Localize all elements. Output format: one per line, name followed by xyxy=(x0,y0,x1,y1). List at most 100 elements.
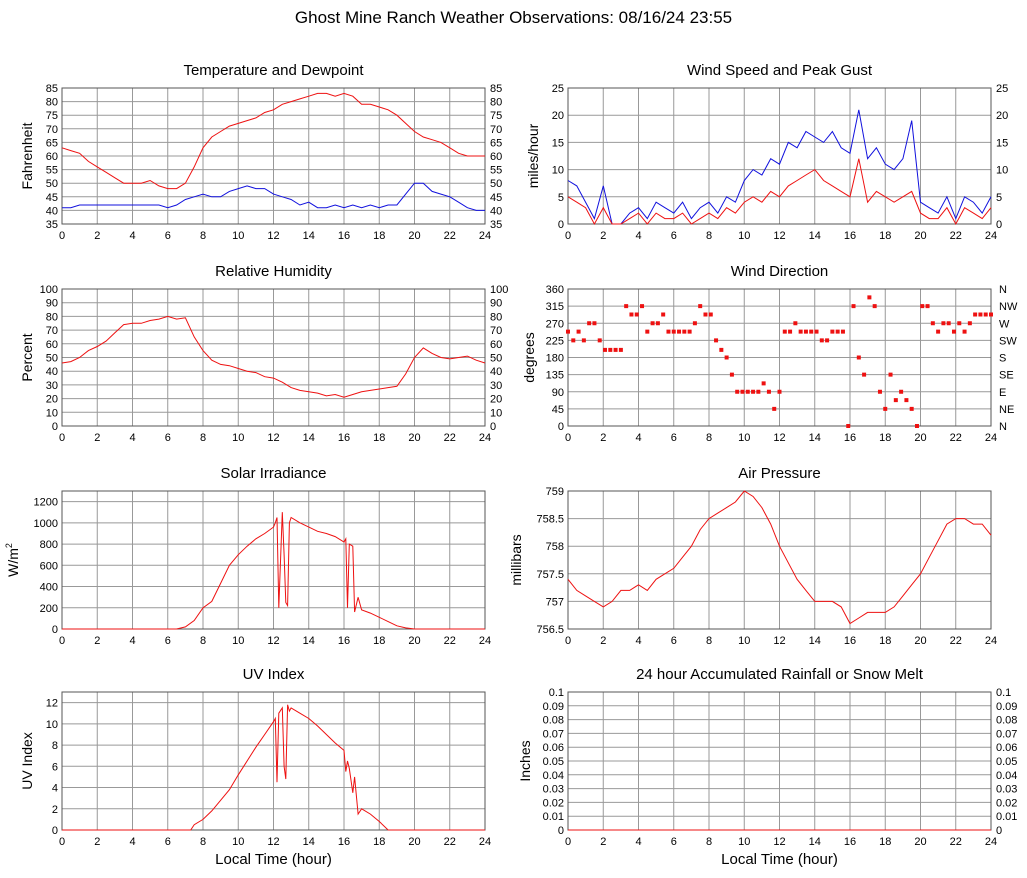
data-point xyxy=(640,304,645,309)
x-tick-label: 2 xyxy=(94,432,100,444)
data-point xyxy=(682,329,687,334)
data-point xyxy=(930,321,935,326)
x-tick-label: 6 xyxy=(671,230,677,242)
x-tick-label: 8 xyxy=(706,230,712,242)
x-tick-label: 22 xyxy=(444,836,456,848)
x-tick-label: 22 xyxy=(950,635,962,647)
data-point xyxy=(692,321,697,326)
compass-label: N xyxy=(999,284,1007,296)
y-tick-label-right: 15 xyxy=(996,137,1008,149)
x-tick-label: 10 xyxy=(232,432,244,444)
x-tick-label: 10 xyxy=(738,836,750,848)
data-point xyxy=(809,329,814,334)
data-point xyxy=(925,304,930,309)
y-tick-label: 15 xyxy=(552,137,564,149)
y-tick-label-right: 0.09 xyxy=(996,701,1017,713)
y-tick-label: 90 xyxy=(46,298,58,310)
x-tick-label: 6 xyxy=(671,635,677,647)
x-tick-label: 2 xyxy=(94,836,100,848)
x-tick-label: 4 xyxy=(635,230,641,242)
x-tick-label: 22 xyxy=(444,635,456,647)
x-tick-label: 22 xyxy=(444,432,456,444)
x-tick-label: 12 xyxy=(773,635,785,647)
y-tick-label-right: 70 xyxy=(490,124,502,136)
x-tick-label: 24 xyxy=(479,230,491,242)
y-tick-label: 0.05 xyxy=(543,756,564,768)
x-tick-label: 4 xyxy=(635,432,641,444)
x-tick-label: 12 xyxy=(267,432,279,444)
y-tick-label-right: 100 xyxy=(490,284,508,296)
compass-label: N xyxy=(999,421,1007,433)
y-tick-label-right: 80 xyxy=(490,97,502,109)
y-tick-label-right: 90 xyxy=(490,298,502,310)
x-tick-label: 16 xyxy=(844,230,856,242)
chart-title: Air Pressure xyxy=(738,465,821,482)
y-tick-label: 90 xyxy=(552,387,564,399)
y-axis-label: UV Index xyxy=(19,732,35,790)
x-tick-label: 0 xyxy=(59,230,65,242)
x-tick-label: 16 xyxy=(844,635,856,647)
data-point xyxy=(962,329,967,334)
plot-frame xyxy=(61,691,486,831)
y-tick-label-right: 20 xyxy=(490,394,502,406)
y-tick-label: 758.5 xyxy=(536,514,564,526)
y-tick-label: 0 xyxy=(558,825,564,837)
x-tick-label: 20 xyxy=(408,230,420,242)
y-tick-label-right: 25 xyxy=(996,83,1008,95)
x-tick-label: 24 xyxy=(479,836,491,848)
y-tick-label-right: 0.02 xyxy=(996,797,1017,809)
data-point xyxy=(766,389,771,394)
compass-label: SW xyxy=(999,335,1017,347)
data-point xyxy=(772,406,777,411)
y-tick-label-right: 0.05 xyxy=(996,756,1017,768)
data-point xyxy=(661,312,666,317)
y-tick-label: 60 xyxy=(46,151,58,163)
x-tick-label: 24 xyxy=(985,432,997,444)
page-title: Ghost Mine Ranch Weather Observations: 0… xyxy=(294,8,733,27)
x-tick-label: 8 xyxy=(200,635,206,647)
y-tick-label-right: 0.08 xyxy=(996,715,1017,727)
data-point xyxy=(724,355,729,360)
data-point xyxy=(576,329,581,334)
x-tick-label: 10 xyxy=(232,635,244,647)
x-tick-label: 12 xyxy=(773,432,785,444)
y-tick-label: 10 xyxy=(552,165,564,177)
y-tick-label: 2 xyxy=(52,804,58,816)
y-tick-label: 0 xyxy=(558,219,564,231)
y-tick-label-right: 65 xyxy=(490,137,502,149)
x-tick-label: 2 xyxy=(600,230,606,242)
data-point xyxy=(629,312,634,317)
x-tick-label: 0 xyxy=(565,836,571,848)
y-axis-label: Percent xyxy=(19,333,35,381)
data-point xyxy=(983,312,988,317)
data-point xyxy=(883,406,888,411)
y-tick-label: 0 xyxy=(558,421,564,433)
x-tick-label: 4 xyxy=(129,836,135,848)
data-point xyxy=(650,321,655,326)
x-tick-label: 12 xyxy=(267,635,279,647)
y-axis-label: degrees xyxy=(521,332,537,383)
y-tick-label: 315 xyxy=(546,301,564,313)
y-tick-label-right: 0.01 xyxy=(996,811,1017,823)
data-point xyxy=(856,355,861,360)
data-point xyxy=(904,398,909,403)
data-point xyxy=(782,329,787,334)
y-tick-label: 20 xyxy=(46,394,58,406)
y-tick-label-right: 0 xyxy=(490,421,496,433)
data-point xyxy=(803,329,808,334)
data-point xyxy=(714,338,719,343)
data-point xyxy=(666,329,671,334)
y-tick-label: 70 xyxy=(46,124,58,136)
x-tick-label: 4 xyxy=(129,635,135,647)
y-tick-label: 759 xyxy=(546,486,564,498)
x-tick-label: 10 xyxy=(738,230,750,242)
y-tick-label: 0.08 xyxy=(543,715,564,727)
y-axis-label: W/m2 xyxy=(4,543,21,577)
y-tick-label: 270 xyxy=(546,318,564,330)
y-tick-label-right: 10 xyxy=(490,407,502,419)
x-tick-label: 20 xyxy=(408,635,420,647)
y-axis-label: Inches xyxy=(517,740,533,781)
x-tick-label: 4 xyxy=(129,432,135,444)
x-tick-label: 2 xyxy=(600,836,606,848)
